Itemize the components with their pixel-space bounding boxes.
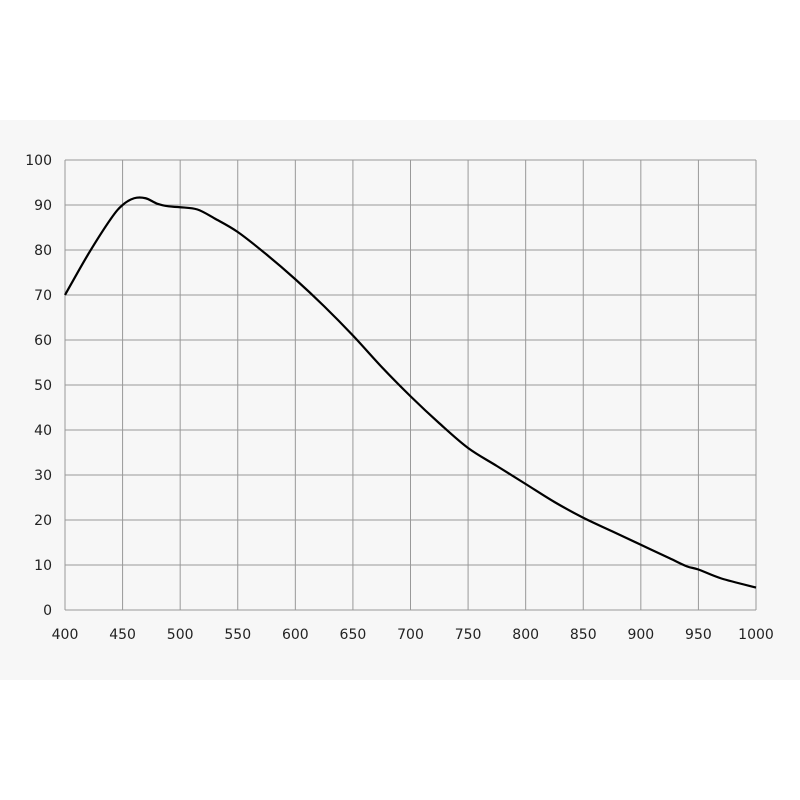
y-tick-label: 10 (34, 558, 52, 574)
x-tick-label: 600 (282, 627, 309, 643)
y-tick-label: 100 (25, 153, 52, 169)
chart-background (0, 120, 800, 680)
y-tick-label: 20 (34, 513, 52, 529)
y-tick-label: 30 (34, 468, 52, 484)
x-tick-label: 850 (570, 627, 597, 643)
x-tick-label: 800 (512, 627, 539, 643)
x-tick-label: 1000 (738, 627, 774, 643)
x-tick-label: 400 (52, 627, 79, 643)
y-tick-label: 40 (34, 423, 52, 439)
x-tick-label: 750 (455, 627, 482, 643)
x-tick-label: 500 (167, 627, 194, 643)
x-tick-label: 650 (340, 627, 367, 643)
y-tick-label: 60 (34, 333, 52, 349)
series-line (64, 196, 757, 589)
x-tick-label: 900 (627, 627, 654, 643)
x-tick-label: 950 (685, 627, 712, 643)
y-tick-label: 0 (43, 603, 52, 619)
x-tick-label: 700 (397, 627, 424, 643)
x-tick-label: 450 (109, 627, 136, 643)
x-tick-label: 550 (224, 627, 251, 643)
y-tick-label: 90 (34, 198, 52, 214)
y-tick-label: 70 (34, 288, 52, 304)
y-tick-label: 80 (34, 243, 52, 259)
y-tick-label: 50 (34, 378, 52, 394)
